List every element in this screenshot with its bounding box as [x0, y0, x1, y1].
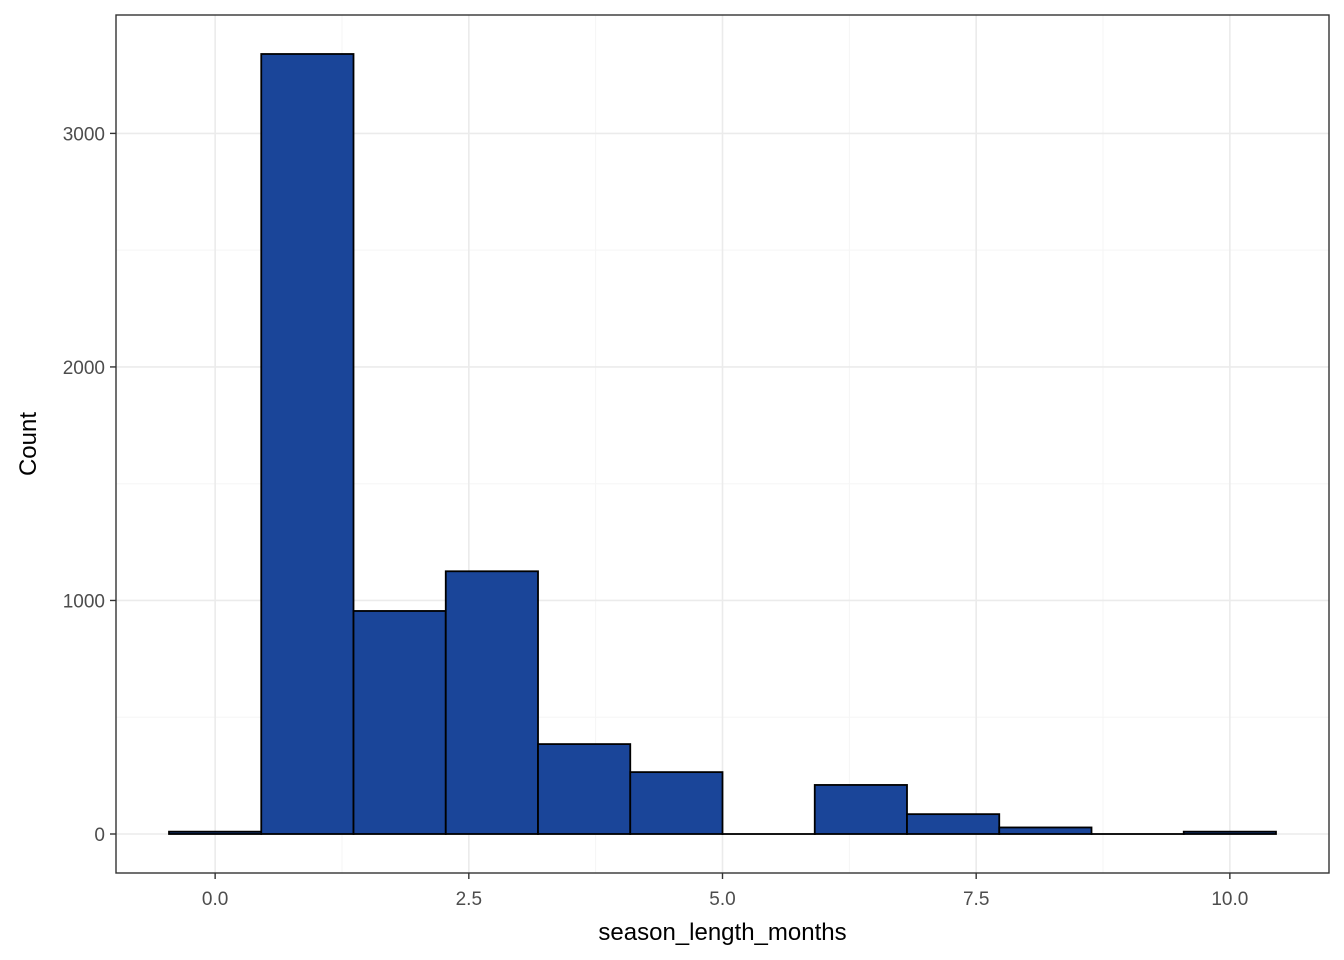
x-axis-title: season_length_months	[598, 919, 846, 946]
histogram-bar-2	[260, 53, 355, 835]
histogram-bar-1	[168, 830, 263, 835]
x-tick-label: 0.0	[202, 889, 228, 910]
bars-layer	[168, 53, 1277, 835]
x-tick-label: 10.0	[1211, 889, 1248, 910]
y-axis-title: Count	[15, 412, 42, 476]
histogram-bar-8	[813, 784, 908, 835]
x-axis: 0.0 2.5 5.0 7.5 10.0	[202, 873, 1248, 910]
histogram-bar-9	[906, 813, 1001, 835]
y-tick-label: 1000	[63, 591, 105, 612]
y-tick-label: 3000	[63, 124, 105, 145]
histogram-bar-10	[998, 826, 1093, 835]
y-tick-label: 2000	[63, 358, 105, 379]
histogram-bar-12	[1182, 830, 1277, 835]
histogram-bar-5	[537, 743, 632, 835]
y-tick-label: 0	[94, 825, 105, 846]
x-tick-label: 7.5	[963, 889, 989, 910]
histogram-bar-6	[629, 771, 724, 835]
x-tick-label: 5.0	[709, 889, 735, 910]
histogram-bar-4	[444, 570, 539, 835]
x-tick-label: 2.5	[456, 889, 482, 910]
histogram-bar-3	[352, 610, 447, 835]
y-axis: 0 1000 2000 3000	[63, 124, 116, 846]
